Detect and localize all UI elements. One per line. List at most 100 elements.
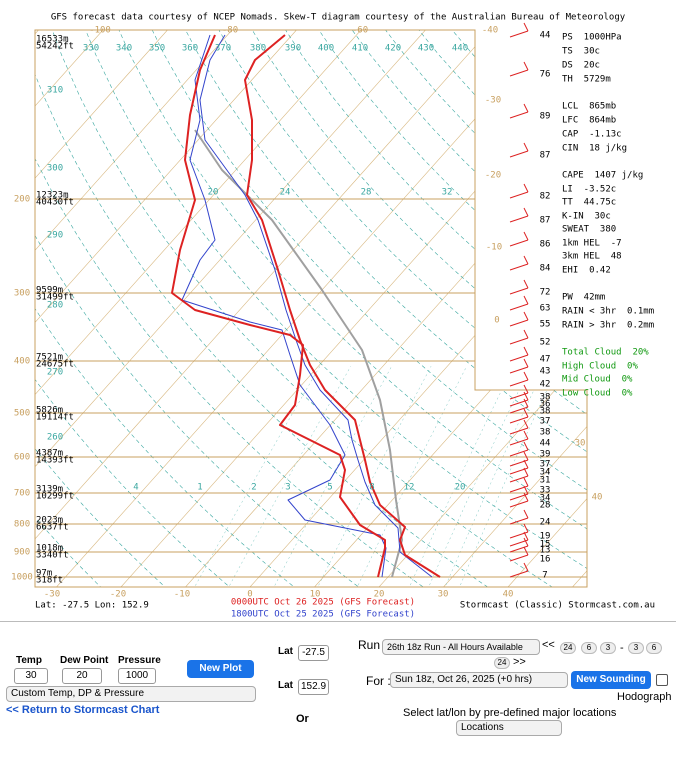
- diagram-label: RAIN < 3hr 0.1mm: [562, 307, 654, 317]
- diagram-label: 0: [247, 590, 252, 600]
- diagram-label: RAIN > 3hr 0.2mm: [562, 321, 654, 331]
- step-button[interactable]: 24: [494, 657, 510, 669]
- diagram-label: 3340ft: [36, 551, 69, 561]
- diagram-label: 500: [14, 409, 30, 419]
- wind-barb: [509, 554, 529, 562]
- blue-dew: [181, 34, 387, 578]
- wind-barb: [523, 371, 529, 381]
- diagram-label: LFC 864mb: [562, 116, 616, 126]
- diagram-label: 2023m: [36, 516, 63, 526]
- wind-barb: [509, 111, 529, 119]
- diagram-label: 37: [540, 460, 551, 470]
- wind-barb: [523, 467, 529, 477]
- prev-button[interactable]: <<: [542, 639, 555, 651]
- diagram-label: 28: [361, 188, 372, 198]
- step-button[interactable]: 3: [600, 642, 616, 654]
- wind-barb: [523, 207, 529, 217]
- skew-t-diagram: GFS forecast data courtesy of NCEP Nomad…: [11, 13, 655, 620]
- wind-barb: [509, 150, 529, 158]
- return-link[interactable]: << Return to Stormcast Chart: [6, 704, 160, 716]
- isotherm: [378, 30, 587, 587]
- new-plot-button[interactable]: New Plot: [187, 660, 254, 678]
- wind-barb: [523, 346, 529, 356]
- wind-barb: [509, 191, 529, 199]
- diagram-label: -40: [482, 26, 498, 36]
- lon-input[interactable]: 152.9: [298, 679, 329, 695]
- diagram-label: 30: [438, 590, 449, 600]
- run-select[interactable]: 26th 18z Run - All Hours Available: [382, 639, 540, 655]
- mixing-line: [311, 366, 432, 587]
- diagram-label: 42: [540, 380, 551, 390]
- for-select[interactable]: Sun 18z, Oct 26, 2025 (+0 hrs): [390, 672, 568, 688]
- diagram-label: PS 1000HPa: [562, 33, 622, 43]
- wind-barb: [509, 545, 529, 553]
- diagram-label: 20: [208, 188, 219, 198]
- diagram-label: 28: [540, 501, 551, 511]
- lat-input[interactable]: -27.5: [298, 645, 329, 661]
- diagram-label: Stormcast (Classic) Stormcast.com.au: [460, 601, 655, 611]
- diagram-label: K-IN 30c: [562, 212, 611, 222]
- diagram-label: 44: [540, 31, 551, 41]
- mixing-line: [423, 366, 531, 587]
- wind-barb: [523, 61, 529, 71]
- step-button[interactable]: 3: [628, 642, 644, 654]
- step-button: -: [620, 642, 624, 654]
- diagram-label: -20: [110, 590, 126, 600]
- dew-input[interactable]: 20: [62, 668, 102, 684]
- step-button[interactable]: 24: [560, 642, 576, 654]
- diagram-label: 380: [250, 44, 266, 54]
- wind-barb: [509, 303, 529, 311]
- diagram-label: -30: [485, 96, 501, 106]
- dry-adiabat: [140, 30, 587, 587]
- temp-input[interactable]: 30: [14, 668, 48, 684]
- wind-barb: [509, 239, 529, 247]
- diagram-label: 5: [327, 483, 332, 493]
- diagram-label: 16533m: [36, 35, 69, 45]
- step-button[interactable]: 6: [581, 642, 597, 654]
- lon-label: Lat: [278, 680, 293, 691]
- diagram-label: 400: [14, 357, 30, 367]
- dry-adiabat: [432, 30, 587, 587]
- mode-select[interactable]: Custom Temp, DP & Pressure: [6, 686, 256, 702]
- diagram-label: 270: [47, 368, 63, 378]
- diagram-label: 3: [285, 483, 290, 493]
- diagram-label: EHI 0.42: [562, 266, 611, 276]
- wind-barb: [509, 263, 529, 271]
- diagram-label: 318ft: [36, 576, 63, 586]
- wind-barb: [523, 485, 529, 495]
- diagram-label: 19114ft: [36, 413, 74, 423]
- wind-barb: [509, 475, 529, 483]
- mixing-line: [454, 366, 559, 587]
- header: GFS forecast data courtesy of NCEP Nomad…: [51, 13, 626, 23]
- new-sounding-button[interactable]: New Sounding: [571, 671, 651, 689]
- step-button[interactable]: 6: [646, 642, 662, 654]
- blue-temp: [199, 34, 433, 578]
- diagram-label: 84: [540, 264, 551, 274]
- locations-select[interactable]: Locations: [456, 720, 562, 736]
- diagram-label: 38: [540, 393, 551, 403]
- wind-barb: [509, 379, 529, 387]
- diagram-label: 900: [14, 548, 30, 558]
- diagram-label: 800: [14, 520, 30, 530]
- next-button[interactable]: >>: [513, 656, 526, 668]
- mixing-line: [439, 366, 546, 587]
- mixing-line: [187, 366, 321, 587]
- isotherm: [35, 30, 39, 587]
- wind-barb: [523, 384, 529, 394]
- diagram-label: 280: [47, 301, 63, 311]
- diagram-label: SWEAT 380: [562, 225, 616, 235]
- wind-barb: [523, 531, 529, 541]
- diagram-label: 200: [14, 195, 30, 205]
- diagram-label: 10299ft: [36, 492, 74, 502]
- wind-barb: [509, 517, 529, 525]
- wind-barb: [523, 430, 529, 440]
- wind-barb: [509, 319, 529, 327]
- wind-barb: [523, 537, 529, 547]
- pressure-input[interactable]: 1000: [118, 668, 156, 684]
- wind-barb: [523, 255, 529, 265]
- diagram-label: 72: [540, 288, 551, 298]
- hodograph-checkbox[interactable]: [656, 674, 668, 686]
- diagram-label: 38: [540, 407, 551, 417]
- diagram-label: PW 42mm: [562, 293, 605, 303]
- dry-adiabat: [35, 30, 375, 587]
